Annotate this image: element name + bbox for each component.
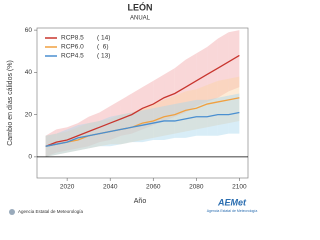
uncertainty-band [142, 80, 154, 130]
uncertainty-band [67, 123, 78, 151]
uncertainty-band [120, 93, 132, 136]
x-tick-label: 2020 [60, 184, 75, 191]
x-axis-label: Año [134, 198, 147, 205]
x-tick-label: 2060 [146, 184, 161, 191]
uncertainty-band [164, 68, 175, 121]
y-tick-label: 20 [25, 111, 33, 118]
legend-label: RCP6.0 [61, 44, 84, 51]
uncertainty-band [217, 95, 229, 136]
uncertainty-band [153, 74, 165, 126]
uncertainty-band [207, 97, 218, 136]
uncertainty-band [131, 87, 143, 134]
uncertainty-band [228, 30, 240, 92]
y-tick-label: 60 [25, 27, 33, 34]
y-tick-label: 40 [25, 69, 33, 76]
legend-count: ( 13) [97, 53, 110, 60]
series-line [45, 111, 240, 147]
uncertainty-band [196, 85, 208, 130]
legend-count: ( 14) [97, 35, 110, 42]
chart-subtitle: ANUAL [130, 16, 151, 22]
uncertainty-band [56, 129, 68, 155]
y-tick-label: 0 [28, 154, 32, 161]
footer-logo [9, 209, 15, 215]
logo: AEMet [217, 197, 247, 207]
uncertainty-band [228, 76, 240, 124]
uncertainty-band [77, 116, 89, 149]
series-line [45, 54, 240, 147]
legend-label: RCP4.5 [61, 53, 84, 60]
legend-count: ( 6) [97, 44, 109, 51]
uncertainty-band [56, 127, 68, 153]
logo-subtext: Agencia Estatal de Meteorología [207, 209, 258, 213]
chart-title: LEÓN [127, 1, 152, 12]
footer-text: Agencia Estatal de Meteorología [18, 209, 84, 214]
uncertainty-band [174, 59, 186, 117]
uncertainty-band [185, 89, 197, 132]
uncertainty-band [153, 106, 165, 140]
legend-label: RCP8.5 [61, 35, 84, 42]
x-tick-label: 2100 [232, 184, 247, 191]
uncertainty-band [217, 78, 229, 126]
y-axis-label: Cambio en días cálidos (%) [7, 60, 14, 146]
uncertainty-band [185, 53, 197, 113]
uncertainty-band [67, 125, 78, 153]
uncertainty-band [142, 108, 154, 143]
series-line [45, 97, 240, 147]
x-tick-label: 2040 [103, 184, 118, 191]
chart: LEÓN ANUAL Año Cambio en días cálidos (%… [7, 1, 258, 215]
x-tick-label: 2080 [189, 184, 204, 191]
uncertainty-band [207, 38, 218, 102]
uncertainty-band [45, 129, 57, 157]
uncertainty-band [196, 47, 208, 107]
uncertainty-band [164, 104, 175, 140]
uncertainty-band [196, 99, 208, 136]
